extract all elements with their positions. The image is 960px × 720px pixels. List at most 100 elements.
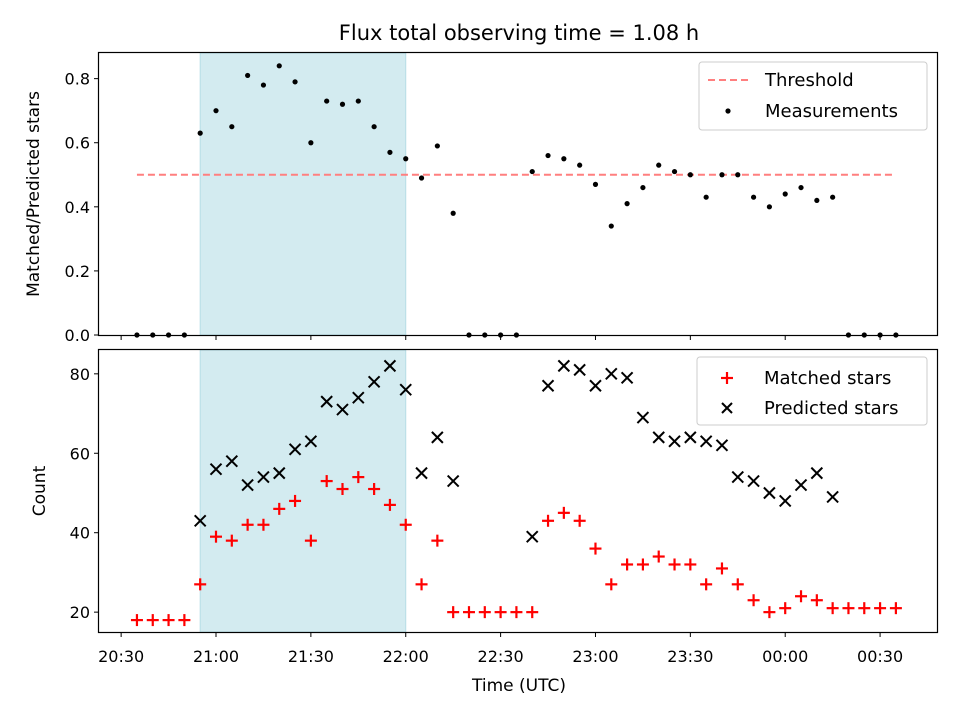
measurements-point	[782, 191, 788, 197]
y-tick-label: 80	[70, 365, 90, 384]
matched-stars-point	[795, 590, 808, 603]
predicted-stars-point	[715, 439, 729, 452]
matched-stars-point	[573, 514, 586, 527]
predicted-stars-point	[415, 466, 428, 480]
top-panel-ylabel: Matched/Predicted stars	[24, 91, 44, 297]
matched-stars-point	[162, 614, 175, 627]
matched-stars-point	[289, 494, 302, 507]
x-tick-label: 22:00	[383, 647, 429, 666]
measurements-point	[450, 210, 456, 216]
measurements-point	[545, 152, 551, 159]
y-tick-label: 0.0	[65, 326, 90, 345]
predicted-stars-point	[747, 474, 760, 488]
x-tick-label: 21:30	[288, 647, 334, 666]
predicted-stars-point	[320, 395, 333, 408]
predicted-stars-point	[826, 490, 839, 504]
shaded-interval	[199, 349, 407, 633]
measurements-point	[213, 108, 219, 114]
legend-measurements-label: Measurements	[765, 101, 898, 122]
predicted-stars-point	[605, 367, 618, 381]
matched-stars-point	[684, 558, 697, 571]
measurements-point	[561, 156, 567, 162]
matched-stars-point	[225, 534, 238, 547]
measurements-point	[403, 156, 409, 162]
matched-stars-point	[368, 483, 381, 496]
measurements-point	[703, 194, 709, 200]
matched-stars-point	[636, 558, 649, 571]
matched-stars-point	[304, 534, 317, 547]
bottom-panel: 20 40 60 80 20:30 21:00 21:30 22:00 22:30 23:00 2…	[30, 348, 939, 666]
measurements-point	[418, 175, 425, 181]
legend-matched-label: Matched stars	[764, 368, 891, 389]
measurements-point	[624, 201, 630, 207]
matched-stars-point	[874, 602, 887, 615]
legend-matched-swatch	[721, 372, 733, 384]
top-legend: Threshold Measurements	[698, 61, 928, 131]
predicted-stars-point	[684, 431, 697, 444]
predicted-stars-point	[288, 443, 302, 456]
predicted-stars-point	[352, 391, 365, 404]
matched-stars-point	[478, 606, 491, 619]
x-tick-label: 20:30	[98, 647, 144, 666]
measurements-point	[719, 172, 725, 178]
matched-stars-point	[194, 578, 207, 591]
matched-stars-point	[431, 534, 444, 547]
matched-stars-point	[146, 614, 159, 627]
matched-stars-point	[810, 594, 823, 607]
matched-stars-point	[747, 594, 760, 607]
matched-stars-point	[542, 514, 555, 527]
measurements-point	[798, 184, 804, 191]
matched-stars-point	[731, 578, 744, 591]
matched-stars-point	[462, 606, 475, 619]
predicted-stars-point	[652, 431, 665, 444]
matched-stars-point	[510, 606, 523, 619]
predicted-stars-point	[589, 379, 602, 392]
measurements-point	[577, 162, 583, 168]
matched-stars-point	[700, 578, 713, 591]
matched-stars-point	[842, 602, 855, 615]
predicted-stars-point	[367, 375, 381, 388]
matched-stars-point	[526, 606, 539, 619]
predicted-stars-point	[446, 474, 460, 488]
legend-measurements-swatch	[725, 108, 731, 114]
measurements-point	[671, 168, 678, 175]
predicted-stars-point	[193, 514, 207, 527]
predicted-stars-point	[810, 466, 824, 480]
measurements-point	[608, 223, 614, 229]
predicted-stars-point	[526, 530, 539, 543]
matched-stars-point	[779, 602, 792, 615]
measurements-point	[371, 124, 377, 130]
x-tick-label: 23:00	[572, 647, 618, 666]
predicted-stars-point	[541, 379, 555, 392]
predicted-stars-point	[241, 478, 254, 492]
matched-stars-point	[858, 602, 871, 615]
matched-stars-point	[826, 602, 839, 615]
legend-predicted-label: Predicted stars	[764, 398, 898, 419]
y-tick-label: 0.6	[65, 134, 90, 153]
measurements-point	[640, 184, 646, 191]
x-tick-label: 23:30	[667, 647, 713, 666]
matched-stars-point	[494, 606, 507, 619]
matched-stars-point	[621, 558, 634, 571]
measurements-point	[592, 181, 599, 187]
x-tick-label: 21:00	[193, 647, 239, 666]
bottom-panel-ylabel: Count	[30, 465, 50, 516]
predicted-stars-point	[209, 462, 223, 476]
matched-stars-point	[399, 518, 412, 531]
y-tick-label: 0.2	[65, 262, 90, 281]
matched-stars-point	[447, 606, 460, 619]
predicted-stars-point	[383, 359, 397, 373]
predicted-stars-point	[336, 403, 349, 416]
measurements-point	[339, 101, 346, 107]
matched-stars-point	[557, 506, 570, 519]
measurements-point	[324, 98, 330, 104]
measurements-point	[308, 140, 314, 146]
predicted-stars-point	[620, 371, 634, 385]
measurements-point	[529, 168, 535, 175]
legend-predicted-swatch	[721, 402, 733, 414]
bottom-legend-box	[696, 356, 928, 426]
measurements-point	[276, 63, 282, 69]
predicted-stars-point	[668, 435, 681, 448]
matched-stars-point	[130, 614, 143, 627]
